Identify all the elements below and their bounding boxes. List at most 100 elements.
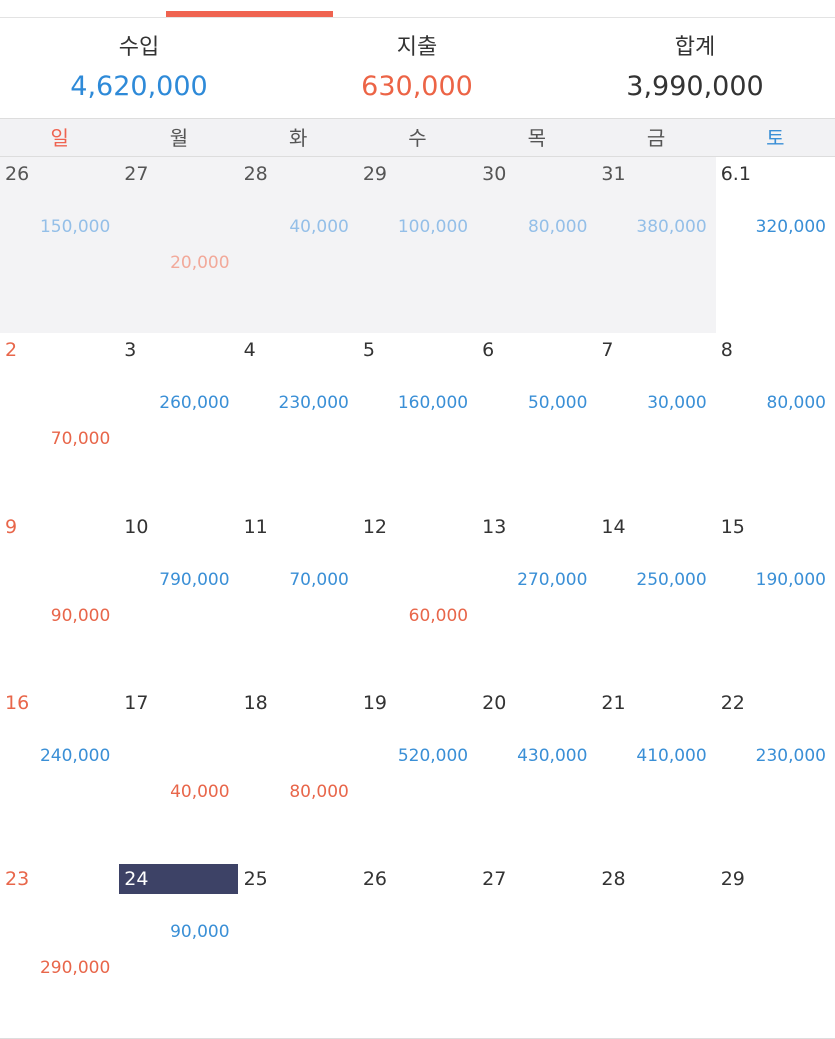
day-cell[interactable]: 16 240,000 [0,685,121,864]
tab-indicator [166,11,333,17]
day-cell[interactable]: 8 80,000 [715,333,835,511]
weekday-label: 금 [646,126,666,150]
day-cell[interactable]: 25 [238,862,359,1039]
income-amount: 410,000 [636,745,707,766]
income-amount: 150,000 [39,217,111,237]
day-number: 10 [124,515,149,538]
summary-label: 지출 [396,35,438,60]
income-amount: 790,000 [159,569,230,590]
calendar-screen: 수입 4,620,000 지출 630,000 합계 3,990,000 일 월 화 수 목 금 토 26… [0,11,835,1039]
day-number: 17 [124,691,149,714]
day-cell[interactable]: 30 80,000 [477,157,598,335]
day-cell[interactable]: 18 80,000 [238,685,359,864]
day-number: 3 [124,339,137,362]
income-amount: 230,000 [278,393,349,414]
day-number: 27 [124,163,149,185]
day-number: 5 [362,339,375,362]
day-number: 16 [5,691,30,714]
income-amount: 520,000 [397,745,469,766]
day-cell[interactable]: 28 40,000 [238,157,359,335]
day-number: 18 [243,691,268,714]
summary-item: 수입 4,620,000 [0,30,278,108]
income-amount: 80,000 [766,393,826,414]
day-cell[interactable]: 24 90,000 [119,862,240,1039]
day-cell[interactable]: 2 70,000 [0,333,121,511]
day-cell[interactable]: 31 380,000 [596,157,717,335]
summary-label: 수입 [118,35,160,60]
day-number: 22 [720,691,745,714]
day-cell[interactable]: 13 270,000 [477,509,598,687]
day-number: 12 [362,515,388,538]
day-cell[interactable]: 9 90,000 [0,509,121,687]
day-number: 28 [601,868,626,891]
day-cell[interactable]: 10 790,000 [119,509,240,687]
day-number: 14 [601,515,626,538]
day-cell[interactable]: 20 430,000 [477,685,598,864]
day-cell[interactable]: 26 [357,862,479,1039]
day-cell[interactable]: 27 20,000 [119,157,240,335]
day-number: 26 [362,868,388,891]
income-amount: 100,000 [397,217,469,237]
day-number: 6 [482,339,495,362]
day-cell[interactable]: 26 150,000 [0,157,121,335]
day-cell[interactable]: 17 40,000 [119,685,240,864]
day-number: 21 [601,691,626,714]
day-cell[interactable]: 29 [715,862,835,1039]
income-amount: 160,000 [397,393,469,414]
day-cell[interactable]: 27 [477,862,598,1039]
day-cell[interactable]: 6 50,000 [477,333,598,511]
income-amount: 40,000 [289,217,349,237]
summary-value: 4,620,000 [70,71,208,102]
income-amount: 250,000 [636,569,707,590]
day-cell[interactable]: 4 230,000 [238,333,359,511]
day-cell[interactable]: 21 410,000 [596,685,717,864]
day-number: 26 [5,163,30,185]
summary-item: 지출 630,000 [278,30,556,108]
income-amount: 230,000 [755,745,826,766]
day-number: 29 [362,163,388,185]
summary-item: 합계 3,990,000 [556,30,834,108]
day-cell[interactable]: 6.1 320,000 [715,157,835,335]
expense-amount: 60,000 [408,605,469,626]
day-cell[interactable]: 19 520,000 [357,685,479,864]
day-cell[interactable]: 28 [596,862,717,1039]
day-cell[interactable]: 3 260,000 [119,333,240,511]
expense-amount: 290,000 [39,958,111,979]
day-number: 6.1 [720,163,751,185]
day-number: 11 [243,515,268,538]
day-number: 7 [601,339,614,362]
day-number: 24 [119,864,238,895]
day-number: 19 [362,691,388,714]
day-cell[interactable]: 11 70,000 [238,509,359,687]
day-cell[interactable]: 12 60,000 [357,509,479,687]
income-amount: 70,000 [289,569,349,590]
weekday-label: 토 [766,126,785,150]
day-number: 31 [601,163,626,185]
day-cell[interactable]: 22 230,000 [715,685,835,864]
weekday-label: 수 [408,126,427,150]
expense-amount: 20,000 [170,253,230,273]
summary-value: 3,990,000 [626,71,764,102]
weekday-label: 화 [289,126,308,150]
day-cell[interactable]: 7 30,000 [596,333,717,511]
expense-amount: 90,000 [50,605,111,626]
day-number: 13 [482,515,507,538]
day-number: 30 [482,163,507,185]
income-amount: 240,000 [39,745,111,766]
day-cell[interactable]: 15 190,000 [715,509,835,687]
weekday-label: 월 [169,126,189,150]
day-number: 20 [482,691,507,714]
day-cell[interactable]: 23 290,000 [0,862,121,1039]
day-number: 8 [720,339,733,362]
day-number: 27 [482,868,507,891]
income-amount: 380,000 [636,217,707,237]
summary-label: 합계 [674,35,716,60]
day-cell[interactable]: 5 160,000 [357,333,479,511]
day-cell[interactable]: 29 100,000 [357,157,479,335]
income-amount: 260,000 [159,393,230,414]
income-amount: 90,000 [170,922,230,943]
weekday-label: 일 [50,126,69,150]
day-cell[interactable]: 14 250,000 [596,509,717,687]
day-number: 2 [5,339,18,362]
